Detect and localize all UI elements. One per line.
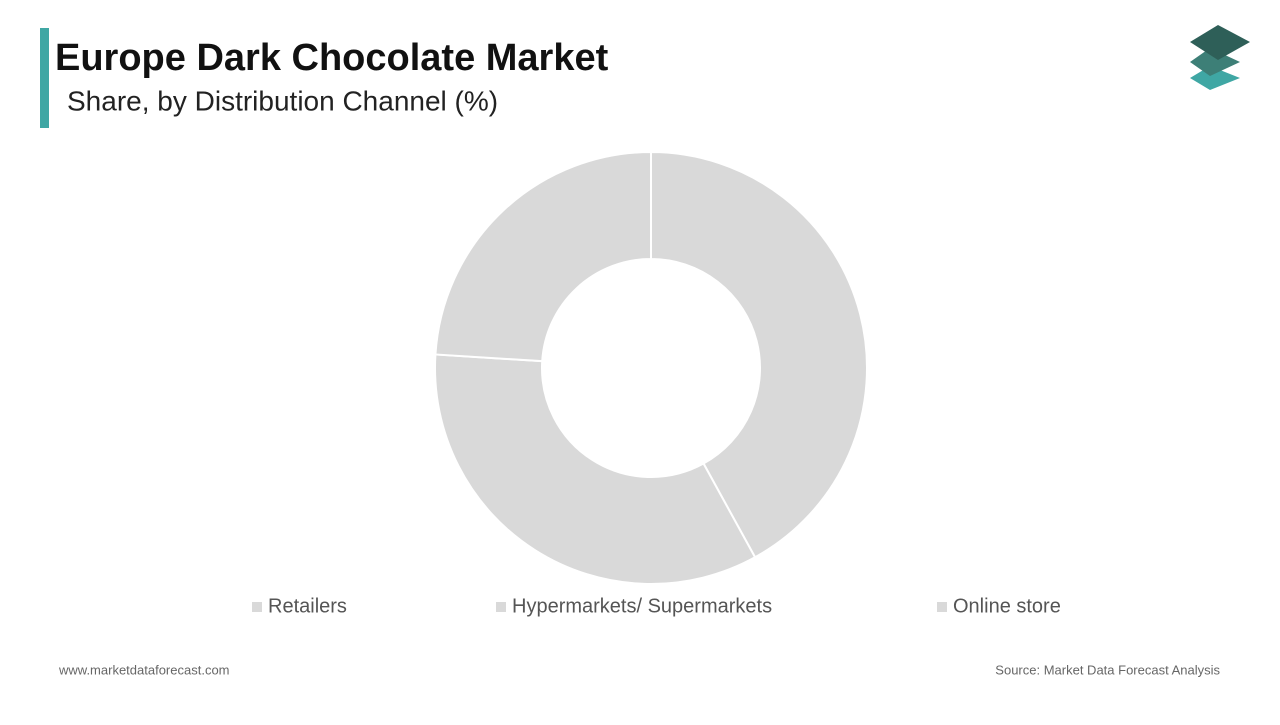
legend-label: Retailers bbox=[268, 595, 347, 617]
donut-slice bbox=[434, 353, 757, 585]
legend-swatch bbox=[496, 602, 506, 612]
logo bbox=[1190, 25, 1250, 90]
donut-slice bbox=[434, 150, 652, 363]
chart-title: Europe Dark Chocolate Market bbox=[55, 37, 609, 79]
legend-label: Online store bbox=[953, 595, 1061, 617]
footer-left: www.marketdataforecast.com bbox=[58, 662, 230, 677]
legend-swatch bbox=[252, 602, 262, 612]
donut-slice bbox=[650, 150, 868, 559]
legend-label: Hypermarkets/ Supermarkets bbox=[512, 595, 772, 617]
chart-subtitle: Share, by Distribution Channel (%) bbox=[67, 85, 498, 116]
title-bar bbox=[40, 28, 49, 128]
footer-right: Source: Market Data Forecast Analysis bbox=[995, 662, 1220, 677]
legend-swatch bbox=[937, 602, 947, 612]
